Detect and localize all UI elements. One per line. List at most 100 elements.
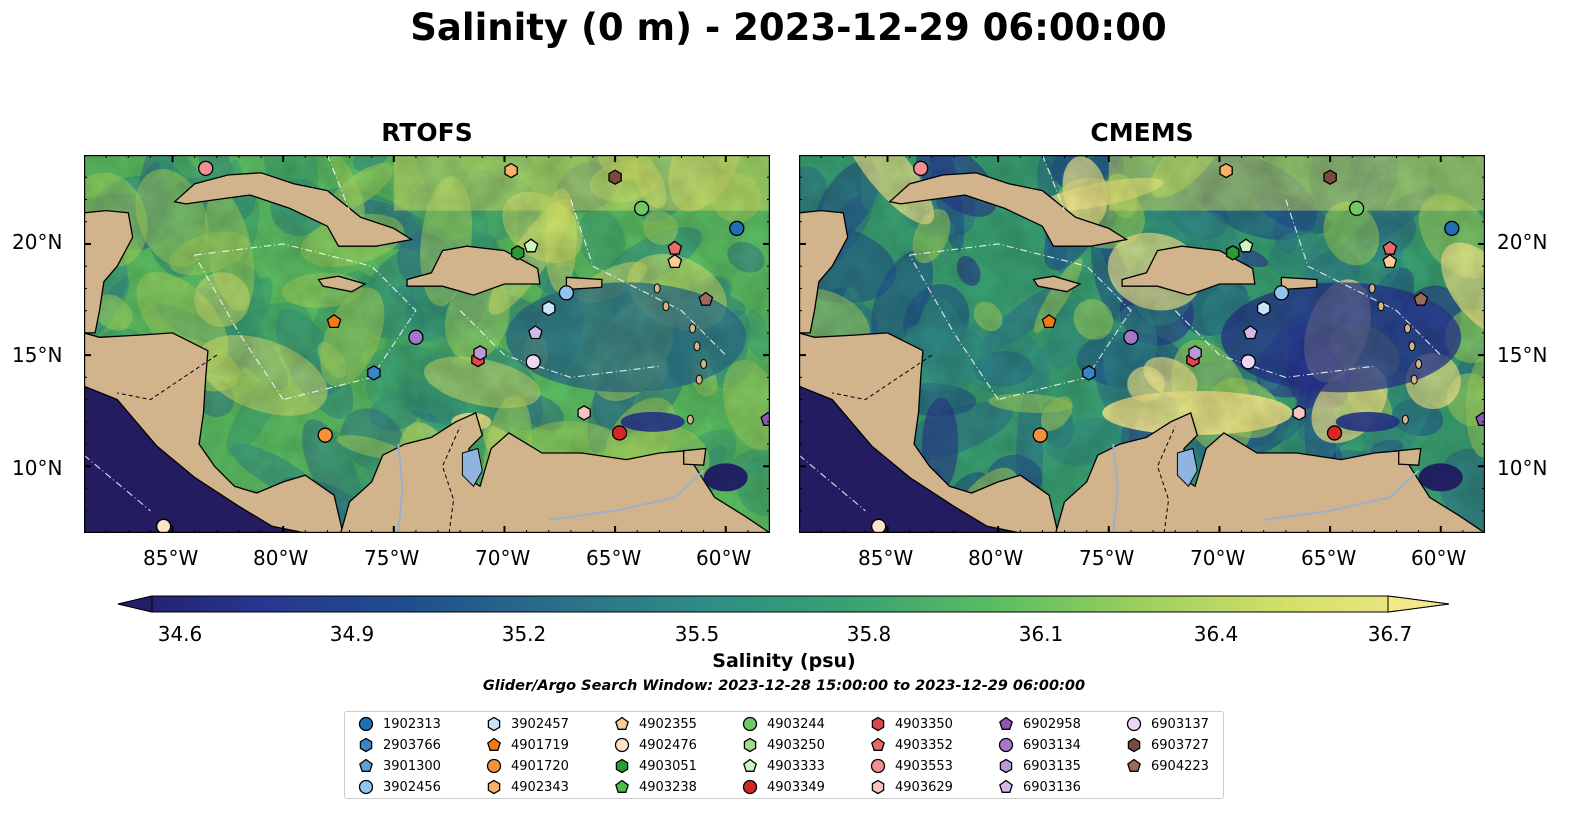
country-border [117,354,218,401]
float-marker-6904223 [1413,291,1429,306]
legend-item: 6902958 [997,714,1081,734]
hexagon-marker-icon [871,716,885,732]
cuba-landmass [888,172,1129,247]
float-marker-4901720 [317,427,333,443]
float-marker-6903137 [525,354,541,370]
float-marker-6903135 [473,345,487,361]
legend-item: 4903333 [741,756,825,776]
float-marker-4903244 [634,200,650,217]
hexagon-marker-icon [1127,737,1141,753]
lat-tick-20n: 20°N [12,230,63,254]
country-border [1156,426,1176,533]
lat-tick-20n: 20°N [1497,230,1548,254]
hexagon-marker-icon [487,779,501,795]
legend-item: 4903350 [869,714,953,734]
float-marker-4903352 [1382,240,1398,255]
pentagon-marker-icon [1127,758,1141,772]
float-marker-4903051 [1226,245,1240,261]
legend-item: 4903352 [869,735,953,755]
boundary-line [194,243,417,401]
lat-tick-10n: 10°N [1497,456,1548,480]
float-marker-3902457 [1256,300,1271,317]
legend-item: 4903349 [741,777,825,797]
yucatan-landmass [84,209,134,334]
colorbar-tick: 36.7 [1367,622,1413,646]
river-line [548,469,705,521]
float-marker-4903333 [523,238,539,253]
circle-marker-icon [742,716,758,732]
island [1408,341,1416,352]
lon-tick-85w: 85°W [143,546,199,570]
lon-tick-75w: 75°W [1079,546,1135,570]
legend-item: 4901719 [485,735,569,755]
hexagon-marker-icon [871,779,885,795]
legend-item: 3901300 [357,756,441,776]
float-marker-4903349 [611,425,628,441]
island [1404,323,1412,334]
lat-tick-10n: 10°N [12,456,63,480]
legend-item: 6903136 [997,777,1081,797]
legend-label: 4901720 [511,758,569,774]
pentagon-marker-icon [615,779,629,793]
legend-label: 6904223 [1151,758,1209,774]
float-marker-2903766 [367,365,381,381]
legend-item: 4903244 [741,714,825,734]
colorbar-tick: 35.5 [674,622,720,646]
legend-label: 3902457 [511,716,569,732]
country-border [832,354,933,401]
float-marker-4903333 [1238,238,1254,253]
river-line [397,443,404,533]
lon-tick-60w: 60°W [696,546,752,570]
float-marker-3902457 [541,300,556,317]
float-marker-6903136 [528,325,543,340]
float-marker-6904223 [698,291,714,306]
legend-item: 4903553 [869,756,953,776]
colorbar-tick: 36.4 [1193,622,1239,646]
float-marker-6903136 [1243,325,1258,340]
float-marker-4902343 [1219,162,1233,179]
trinidad-landmass [683,447,707,466]
float-marker-3902456 [558,285,575,301]
legend-label: 6903136 [1023,779,1081,795]
float-marker-4903352 [667,240,683,255]
island [1368,283,1376,294]
float-marker-6903134 [408,329,424,345]
boundary-line [570,199,727,356]
float-marker-4902476 [871,518,887,533]
lon-tick-65w: 65°W [1301,546,1357,570]
island [662,301,670,312]
lon-tick-75w: 75°W [364,546,420,570]
legend-label: 4903051 [639,758,697,774]
float-marker-1902313 [729,220,745,237]
legend-label: 4903333 [767,758,825,774]
legend-label: 4903244 [767,716,825,732]
colorbar-tick: 35.8 [846,622,892,646]
circle-marker-icon [614,737,630,753]
map-frame [799,155,1485,533]
float-marker-4901720 [1032,427,1048,443]
pentagon-marker-icon [359,758,373,772]
float-marker-4901719 [1041,313,1057,329]
lat-tick-15n: 15°N [12,343,63,367]
lat-tick-15n: 15°N [1497,343,1548,367]
trinidad-landmass [1398,447,1422,466]
island [1415,359,1423,370]
legend-label: 3902456 [383,779,441,795]
circle-marker-icon [1126,716,1142,732]
legend-label: 4903238 [639,779,697,795]
pentagon-marker-icon [615,716,629,730]
legend-label: 6903135 [1023,758,1081,774]
legend-label: 6903727 [1151,737,1209,753]
lon-tick-80w: 80°W [968,546,1024,570]
legend-label: 6903137 [1151,716,1209,732]
legend-item: 4903250 [741,735,825,755]
circle-marker-icon [358,716,374,732]
lon-tick-85w: 85°W [858,546,914,570]
legend-label: 2903766 [383,737,441,753]
legend-item: 4903051 [613,756,697,776]
boundary-line [1174,310,1375,378]
colorbar-tick: 34.9 [329,622,375,646]
island [653,283,661,294]
pacific-ocean [799,386,1021,533]
boundary-line [909,243,1132,401]
